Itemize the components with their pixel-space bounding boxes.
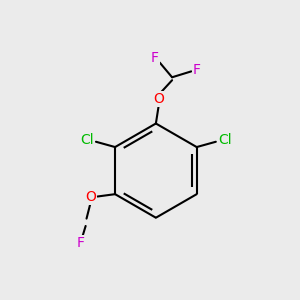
Text: F: F xyxy=(150,51,158,65)
Text: Cl: Cl xyxy=(80,133,94,147)
Text: Cl: Cl xyxy=(218,133,232,147)
Text: F: F xyxy=(193,63,201,77)
Text: O: O xyxy=(153,92,164,106)
Text: O: O xyxy=(85,190,96,203)
Text: F: F xyxy=(76,236,84,250)
